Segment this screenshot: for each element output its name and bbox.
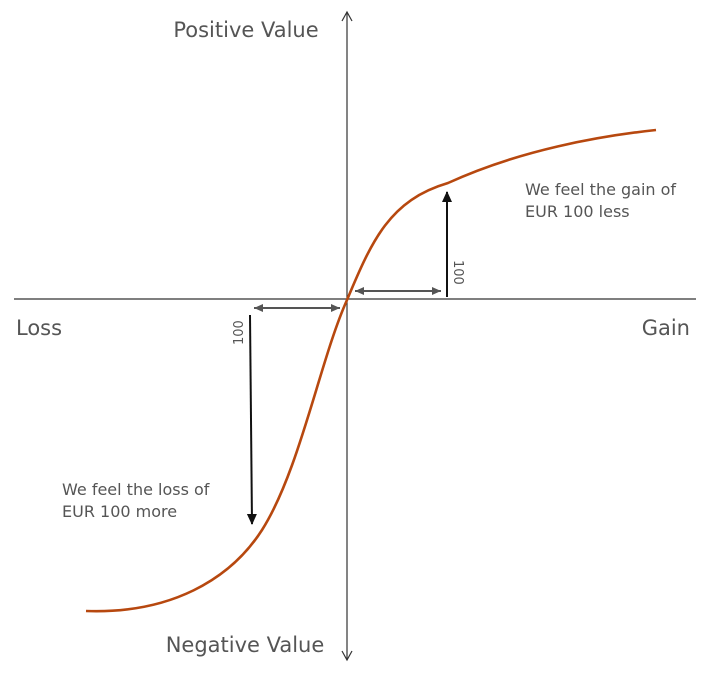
gain-label: Gain — [642, 316, 690, 340]
gain-note: We feel the gain of EUR 100 less — [525, 180, 681, 221]
positive-value-label: Positive Value — [173, 18, 318, 42]
gain-amount-label: 100 — [450, 260, 465, 285]
loss-note-line-1: We feel the loss of — [62, 480, 210, 499]
loss-note: We feel the loss of EUR 100 more — [62, 480, 215, 521]
loss-amount-label: 100 — [232, 320, 247, 345]
loss-note-line-2: EUR 100 more — [62, 502, 177, 521]
gain-note-line-1: We feel the gain of — [525, 180, 676, 199]
loss-vertical-arrow — [246, 314, 257, 525]
negative-value-label: Negative Value — [166, 633, 325, 657]
value-function-curve — [85, 128, 657, 613]
gain-note-line-2: EUR 100 less — [525, 202, 630, 221]
loss-label: Loss — [16, 316, 62, 340]
